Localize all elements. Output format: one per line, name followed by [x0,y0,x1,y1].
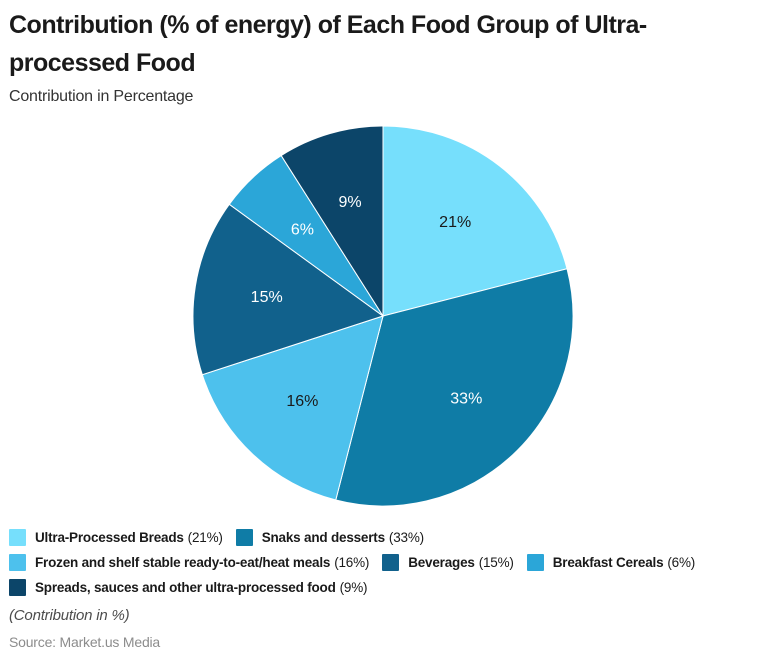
legend-item-value: (21%) [187,530,223,545]
slice-data-label: 6% [291,221,314,238]
footnote: (Contribution in %) [9,607,130,624]
pie-chart: 21% 33% 16% 15% 6% 9% [192,125,574,507]
slice-data-label: 33% [450,391,482,408]
pie-slice[interactable] [201,315,384,501]
chart-title: Contribution (% of energy) of Each Food … [9,11,647,77]
legend-row: Spreads, sauces and other ultra-processe… [9,579,764,596]
legend-swatch-icon [9,529,26,546]
legend-item[interactable]: Snaks and desserts (33%) [235,529,424,546]
legend-item-label: Frozen and shelf stable ready-to-eat/hea… [35,555,331,570]
pie-slice[interactable] [335,268,574,507]
slice-data-label: 21% [439,214,471,231]
legend-item[interactable]: Beverages (15%) [382,554,514,571]
legend-row: Frozen and shelf stable ready-to-eat/hea… [9,554,764,571]
legend-swatch-icon [235,529,253,546]
legend-item-label: Snaks and desserts [261,530,385,545]
legend-item-label: Ultra-Processed Breads [35,530,184,545]
chart-subtitle: Contribution in Percentage [9,88,194,105]
legend-item-label: Beverages [408,555,475,570]
legend-item-label: Spreads, sauces and other ultra-processe… [35,580,336,595]
legend: Ultra-Processed Breads (21%) Snaks and des… [9,529,764,604]
pie-slice[interactable] [382,125,568,317]
legend-item[interactable]: Ultra-Processed Breads (21%) [9,529,223,546]
legend-item-value: (33%) [388,530,424,545]
slice-data-label: 16% [286,393,318,410]
pie-slice[interactable] [280,125,384,318]
pie-slice[interactable] [192,203,385,376]
slice-data-label: 15% [251,289,283,306]
legend-item[interactable]: Breakfast Cereals (6%) [526,554,696,571]
legend-item[interactable]: Frozen and shelf stable ready-to-eat/hea… [9,554,369,571]
legend-row: Ultra-Processed Breads (21%) Snaks and des… [9,529,764,546]
legend-swatch-icon [382,554,400,571]
legend-item-value: (9%) [339,580,368,595]
source-credit: Source: Market.us Media [9,634,161,650]
legend-swatch-icon [9,554,26,571]
legend-item-value: (6%) [667,555,696,570]
legend-item[interactable]: Spreads, sauces and other ultra-processe… [9,579,368,596]
slice-data-label: 9% [339,194,362,211]
legend-item-label: Breakfast Cereals [552,555,664,570]
legend-swatch-icon [9,579,26,596]
legend-swatch-icon [526,554,544,571]
legend-item-value: (16%) [334,555,370,570]
legend-item-value: (15%) [478,555,514,570]
